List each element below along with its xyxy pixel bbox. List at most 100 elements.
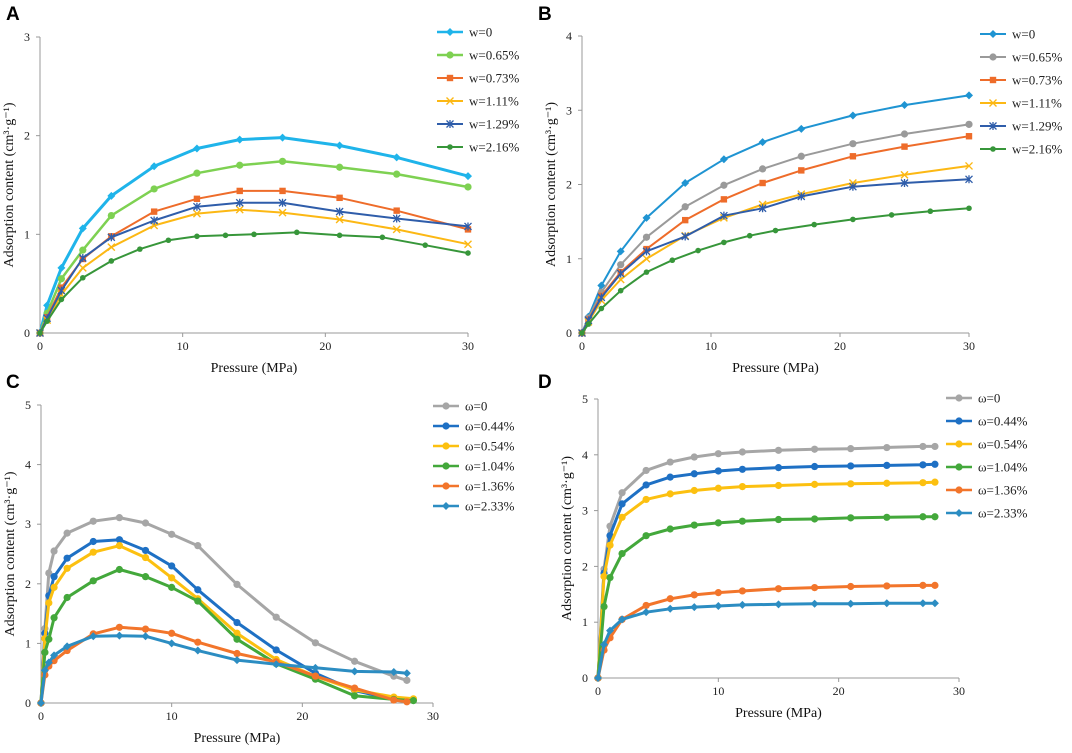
data-point: [690, 521, 698, 529]
x-tick-label: 10: [166, 709, 178, 723]
panel-letter: D: [538, 372, 552, 393]
y-tick-label: 0: [582, 671, 588, 685]
data-point: [597, 281, 606, 290]
data-point: [616, 269, 625, 278]
data-point: [719, 211, 728, 220]
x-tick-label: 30: [427, 709, 439, 723]
data-point: [931, 460, 939, 468]
data-point: [849, 140, 857, 148]
data-point: [464, 183, 472, 191]
data-point: [336, 194, 343, 202]
data-point: [714, 450, 722, 458]
series-6: [594, 599, 939, 682]
legend-label: w=1.11%: [469, 94, 519, 109]
legend-entry: w=2.16%: [437, 140, 519, 155]
data-point: [931, 478, 939, 486]
data-point: [403, 676, 411, 684]
legend-marker: [446, 28, 454, 36]
data-point: [422, 242, 429, 248]
data-point: [848, 182, 857, 191]
series-line: [581, 94, 970, 334]
data-point: [642, 233, 651, 241]
data-point: [45, 569, 53, 577]
data-point: [168, 629, 176, 637]
data-point: [50, 651, 59, 660]
data-point: [222, 232, 229, 239]
series-1: [578, 91, 973, 337]
data-point: [89, 548, 97, 556]
data-point: [392, 214, 401, 223]
series-line: [39, 231, 469, 334]
data-point: [44, 318, 50, 324]
data-point: [336, 163, 344, 171]
legend-marker: [955, 486, 963, 494]
data-point: [45, 599, 53, 607]
series-line: [581, 178, 970, 334]
data-point: [79, 246, 87, 254]
legend-marker: [446, 97, 454, 105]
data-point: [642, 495, 650, 504]
legend-label: w=0.73%: [469, 71, 519, 86]
data-point: [618, 549, 626, 558]
data-point: [63, 529, 71, 537]
data-point: [738, 587, 747, 595]
series-4: [594, 513, 939, 682]
legend-marker: [955, 394, 963, 402]
data-point: [811, 221, 817, 228]
data-point: [465, 250, 471, 256]
data-point: [721, 239, 727, 246]
data-point: [900, 170, 909, 179]
legend-entry: ω=0.54%: [433, 439, 515, 454]
legend-marker: [447, 144, 453, 150]
data-point: [690, 470, 698, 478]
x-tick-label: 10: [705, 339, 717, 353]
data-point: [351, 684, 359, 692]
data-point: [681, 232, 690, 241]
data-point: [278, 157, 287, 165]
data-point: [797, 152, 805, 160]
data-point: [606, 573, 614, 582]
x-tick-label: 20: [319, 339, 331, 353]
data-point: [194, 233, 200, 240]
data-point: [642, 213, 651, 222]
data-point: [150, 162, 159, 171]
data-point: [167, 639, 176, 648]
data-point: [720, 181, 728, 189]
data-point: [965, 133, 973, 140]
data-point: [107, 233, 116, 242]
y-tick-label: 2: [25, 577, 31, 591]
data-point: [883, 513, 891, 521]
legend-entry: ω=2.33%: [946, 506, 1028, 521]
data-point: [681, 203, 689, 211]
data-point: [50, 573, 58, 581]
data-point: [272, 660, 281, 669]
data-point: [738, 517, 747, 525]
data-point: [350, 667, 359, 676]
legend-label: w=1.11%: [1012, 96, 1062, 111]
data-point: [194, 597, 202, 605]
data-point: [50, 614, 58, 622]
data-point: [746, 232, 753, 239]
data-point: [278, 208, 287, 217]
legend-label: w=0: [469, 25, 492, 40]
data-point: [883, 582, 891, 590]
data-point: [58, 296, 65, 303]
series-line: [596, 601, 935, 679]
data-point: [642, 601, 650, 610]
data-point: [797, 192, 806, 201]
data-point: [690, 591, 698, 599]
data-point: [335, 215, 344, 224]
y-tick-label: 4: [566, 29, 572, 43]
data-point: [965, 161, 973, 170]
series-5: [594, 581, 939, 682]
data-point: [919, 513, 927, 521]
data-point: [738, 600, 747, 609]
data-point: [141, 573, 150, 581]
data-point: [192, 209, 201, 218]
data-point: [272, 646, 280, 654]
legend-marker: [446, 74, 454, 82]
y-tick-label: 0: [24, 326, 30, 340]
legend-marker: [446, 120, 454, 128]
y-tick-label: 1: [25, 636, 31, 650]
legend-label: ω=2.33%: [978, 506, 1028, 521]
